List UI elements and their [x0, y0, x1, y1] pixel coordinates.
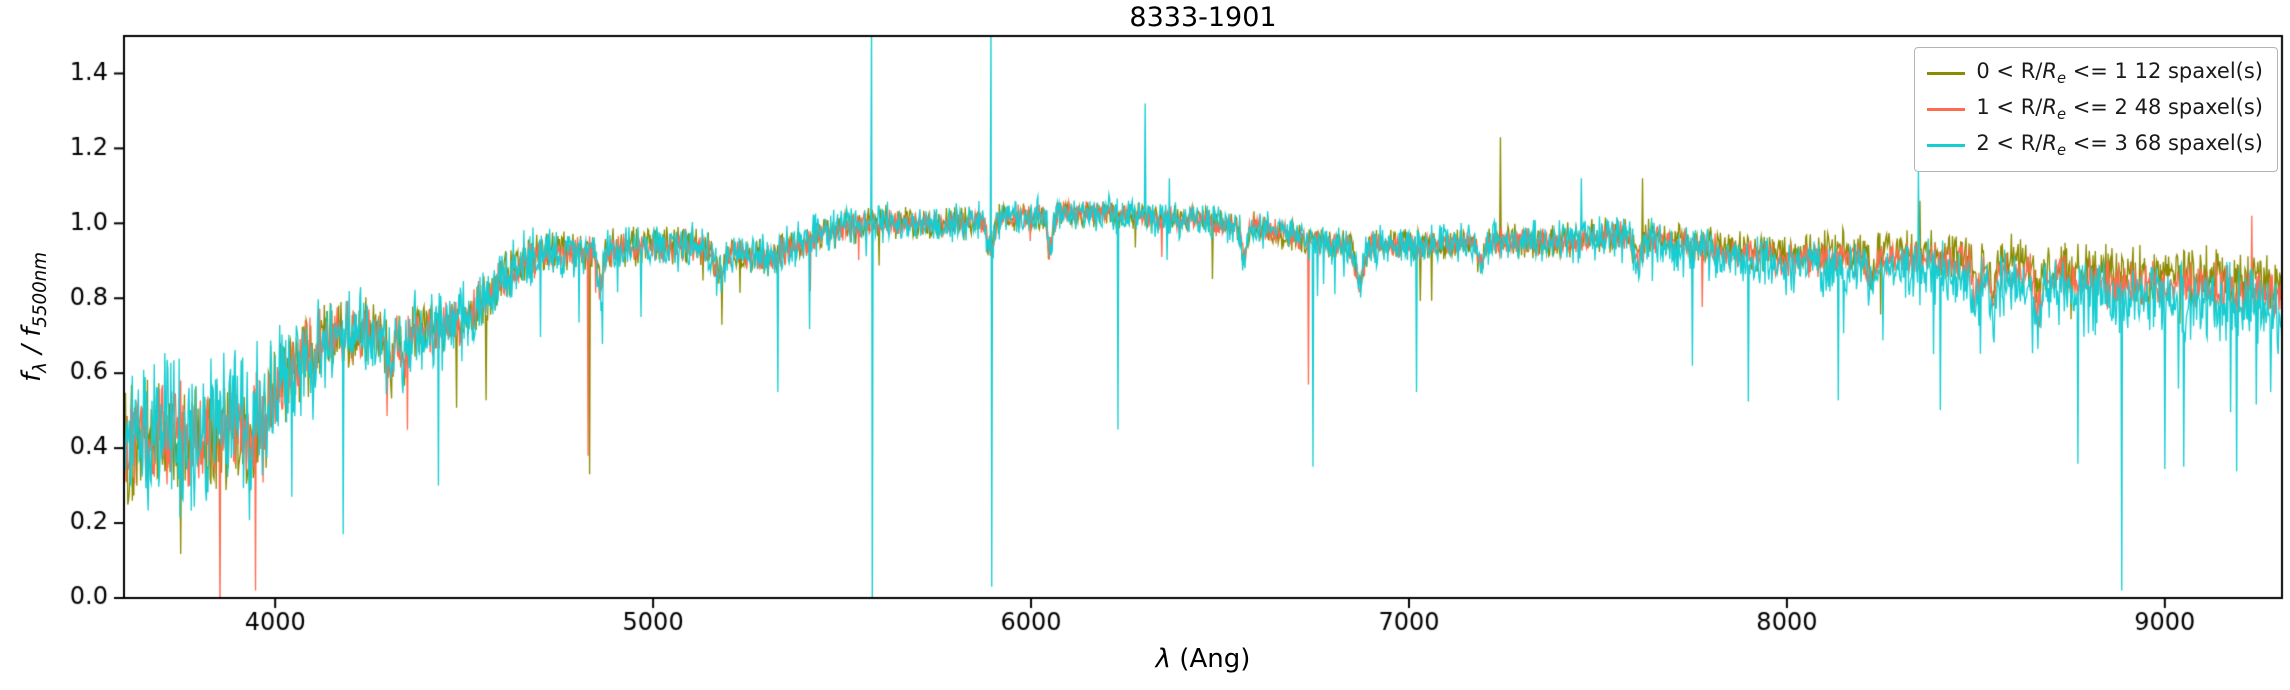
legend-line-sample	[1927, 107, 1966, 111]
legend: 0 < R/Re <= 1 12 spaxel(s) 1 < R/Re <= 2 …	[1914, 47, 2278, 172]
y-axis-norm-sub: 5500nm	[30, 252, 52, 328]
y-axis-label: fλ / f5500nm	[17, 252, 51, 382]
x-axis-lambda-symbol: λ	[1155, 644, 1172, 674]
legend-line-sample	[1927, 143, 1966, 147]
x-axis-unit: (Ang)	[1171, 644, 1251, 674]
legend-label: 2 < R/Re <= 3 68 spaxel(s)	[1976, 131, 2263, 160]
legend-entry: 1 < R/Re <= 2 48 spaxel(s)	[1925, 91, 2265, 127]
legend-entry: 2 < R/Re <= 3 68 spaxel(s)	[1925, 127, 2265, 163]
legend-line-sample	[1927, 71, 1966, 75]
legend-entry: 0 < R/Re <= 1 12 spaxel(s)	[1925, 55, 2265, 91]
y-axis-flux-symbol: f	[16, 372, 47, 382]
y-axis-separator: /	[16, 336, 47, 363]
y-axis-flux-symbol-2: f	[16, 327, 47, 337]
legend-label: 0 < R/Re <= 1 12 spaxel(s)	[1976, 59, 2263, 88]
y-axis-lambda-sub: λ	[30, 362, 52, 373]
x-axis-label: λ (Ang)	[124, 644, 2282, 674]
legend-label: 1 < R/Re <= 2 48 spaxel(s)	[1976, 95, 2263, 124]
plot-title: 8333-1901	[1129, 2, 1277, 33]
